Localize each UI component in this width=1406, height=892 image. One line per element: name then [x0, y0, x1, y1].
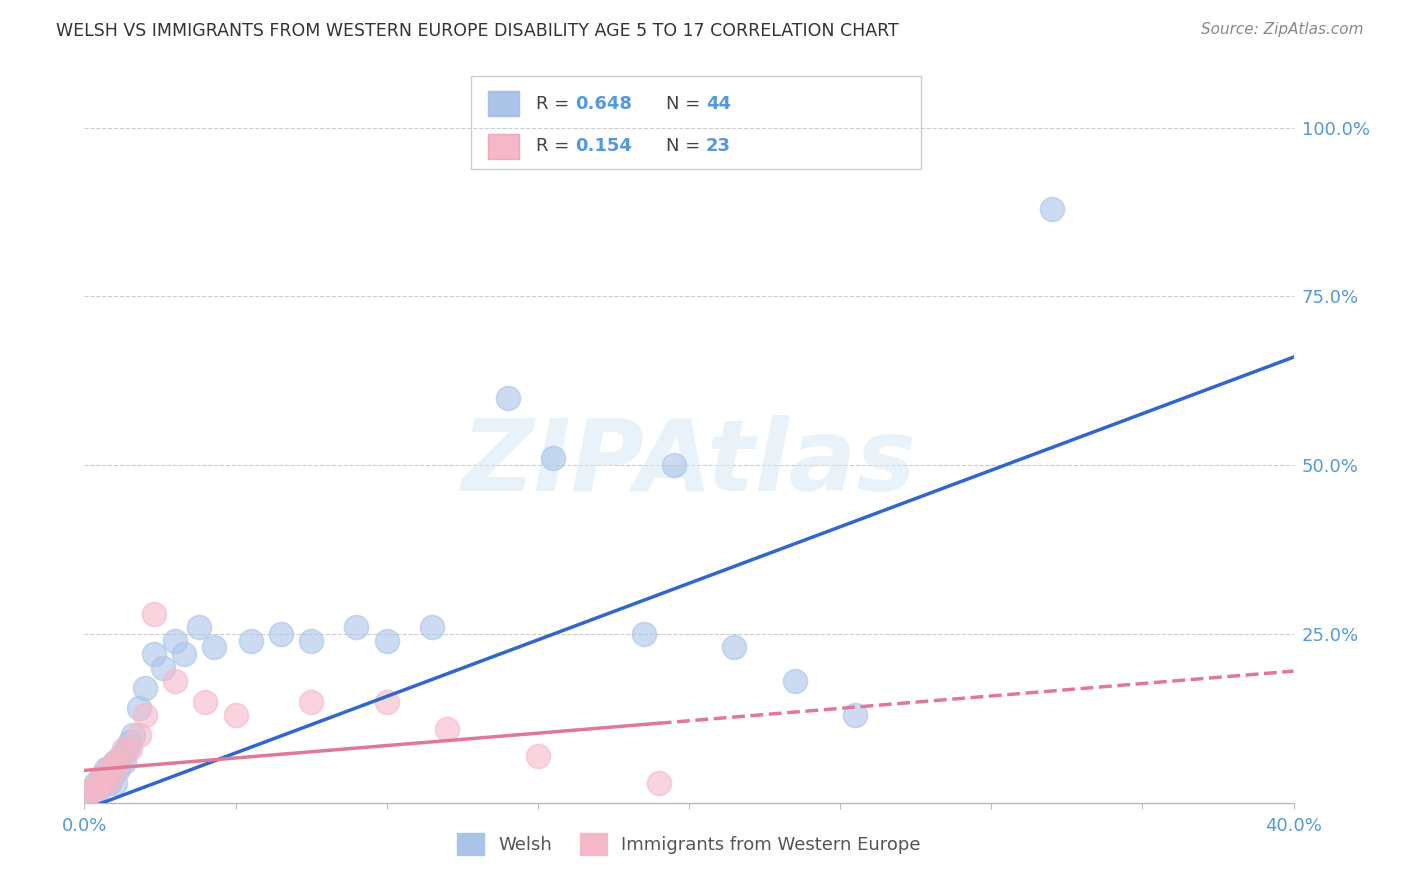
Point: [239, 633, 262, 648]
Point: [844, 708, 866, 723]
Point: [152, 661, 174, 675]
Point: [82, 782, 104, 797]
Point: [104, 756, 127, 770]
Point: [299, 694, 322, 708]
Point: [121, 728, 143, 742]
Point: [134, 681, 156, 695]
Point: [91, 769, 114, 783]
Point: [107, 762, 129, 776]
Text: 44: 44: [706, 95, 731, 113]
Text: R =: R =: [536, 137, 569, 155]
Point: [79, 789, 101, 803]
Point: [94, 775, 117, 789]
Point: [346, 620, 368, 634]
Text: 0.154: 0.154: [575, 137, 631, 155]
Point: [165, 674, 187, 689]
Point: [134, 708, 156, 723]
Text: N =: N =: [666, 95, 700, 113]
Point: [527, 748, 550, 763]
Point: [299, 633, 322, 648]
Point: [79, 789, 101, 803]
Point: [89, 775, 111, 789]
Point: [110, 748, 132, 763]
Point: [112, 756, 135, 770]
Point: [270, 627, 292, 641]
Text: N =: N =: [666, 137, 700, 155]
Point: [97, 762, 120, 776]
Point: [86, 782, 108, 797]
Point: [723, 640, 745, 655]
Point: [648, 775, 671, 789]
Point: [375, 633, 398, 648]
Point: [633, 627, 655, 641]
Point: [94, 762, 117, 776]
Point: [128, 728, 150, 742]
Point: [496, 391, 519, 405]
Point: [783, 674, 806, 689]
Legend: Welsh, Immigrants from Western Europe: Welsh, Immigrants from Western Europe: [450, 826, 928, 863]
Point: [91, 769, 114, 783]
Point: [112, 741, 135, 756]
Point: [541, 451, 564, 466]
Text: R =: R =: [536, 95, 569, 113]
Point: [142, 607, 165, 621]
Point: [142, 647, 165, 661]
Point: [375, 694, 398, 708]
Point: [188, 620, 211, 634]
Text: WELSH VS IMMIGRANTS FROM WESTERN EUROPE DISABILITY AGE 5 TO 17 CORRELATION CHART: WELSH VS IMMIGRANTS FROM WESTERN EUROPE …: [56, 22, 898, 40]
Point: [118, 741, 141, 756]
Point: [225, 708, 247, 723]
Point: [1040, 202, 1063, 216]
Text: 0.648: 0.648: [575, 95, 633, 113]
Point: [82, 789, 104, 803]
Point: [165, 633, 187, 648]
Point: [89, 775, 111, 789]
Point: [662, 458, 685, 472]
Point: [97, 762, 120, 776]
Text: ZIPAtlas: ZIPAtlas: [461, 415, 917, 512]
Point: [94, 775, 117, 789]
Point: [436, 722, 458, 736]
Point: [115, 741, 138, 756]
Text: Source: ZipAtlas.com: Source: ZipAtlas.com: [1201, 22, 1364, 37]
Point: [100, 769, 122, 783]
Point: [82, 782, 104, 797]
Point: [86, 782, 108, 797]
Point: [104, 756, 127, 770]
Point: [173, 647, 195, 661]
Text: 23: 23: [706, 137, 731, 155]
Point: [118, 735, 141, 749]
Point: [202, 640, 225, 655]
Point: [128, 701, 150, 715]
Point: [104, 775, 127, 789]
Point: [86, 775, 108, 789]
Point: [89, 782, 111, 797]
Point: [194, 694, 217, 708]
Point: [107, 756, 129, 770]
Point: [91, 775, 114, 789]
Point: [97, 775, 120, 789]
Point: [420, 620, 443, 634]
Point: [100, 769, 122, 783]
